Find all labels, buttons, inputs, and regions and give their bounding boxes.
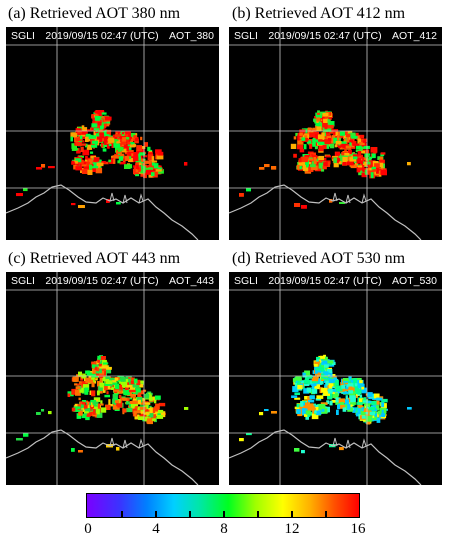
product-label: AOT_412 xyxy=(392,30,437,42)
panel-title-c: (c) Retrieved AOT 443 nm xyxy=(8,250,181,267)
colorbar-label-8: 8 xyxy=(220,521,228,537)
aot-map-b: SGLI 2019/09/15 02:47 (UTC) AOT_412 xyxy=(229,27,442,240)
product-label: AOT_530 xyxy=(392,275,437,287)
map-header-d: SGLI 2019/09/15 02:47 (UTC) AOT_530 xyxy=(234,275,437,287)
sensor-label: SGLI xyxy=(11,275,35,287)
datetime-label: 2019/09/15 02:47 (UTC) xyxy=(45,30,159,42)
aot-plume-b xyxy=(229,27,442,240)
aot-map-c: SGLI 2019/09/15 02:47 (UTC) AOT_443 xyxy=(6,272,219,485)
colorbar-tick xyxy=(223,511,225,518)
map-header-b: SGLI 2019/09/15 02:47 (UTC) AOT_412 xyxy=(234,30,437,42)
sensor-label: SGLI xyxy=(11,30,35,42)
colorbar-tick xyxy=(189,511,191,518)
datetime-label: 2019/09/15 02:47 (UTC) xyxy=(268,30,382,42)
colorbar-tick xyxy=(155,511,157,518)
colorbar-label-0: 0 xyxy=(84,521,92,537)
map-header-a: SGLI 2019/09/15 02:47 (UTC) AOT_380 xyxy=(11,30,214,42)
aot-plume-c xyxy=(6,272,219,485)
colorbar-tick xyxy=(121,511,123,518)
sensor-label: SGLI xyxy=(234,30,258,42)
colorbar-label-12: 12 xyxy=(284,521,300,537)
colorbar-tick xyxy=(291,511,293,518)
panel-title-d: (d) Retrieved AOT 530 nm xyxy=(232,250,406,267)
colorbar-tick xyxy=(257,511,259,518)
map-header-c: SGLI 2019/09/15 02:47 (UTC) AOT_443 xyxy=(11,275,214,287)
panel-title-a: (a) Retrieved AOT 380 nm xyxy=(8,5,181,22)
product-label: AOT_380 xyxy=(169,30,214,42)
colorbar-label-16: 16 xyxy=(350,521,366,537)
colorbar-label-4: 4 xyxy=(152,521,160,537)
aot-map-d: SGLI 2019/09/15 02:47 (UTC) AOT_530 xyxy=(229,272,442,485)
aot-plume-d xyxy=(229,272,442,485)
aot-map-a: SGLI 2019/09/15 02:47 (UTC) AOT_380 xyxy=(6,27,219,240)
colorbar-tick xyxy=(325,511,327,518)
sensor-label: SGLI xyxy=(234,275,258,287)
datetime-label: 2019/09/15 02:47 (UTC) xyxy=(268,275,382,287)
datetime-label: 2019/09/15 02:47 (UTC) xyxy=(45,275,159,287)
aot-plume-a xyxy=(6,27,219,240)
aot-colorbar: 0 4 8 12 16 xyxy=(84,493,366,543)
panel-title-b: (b) Retrieved AOT 412 nm xyxy=(232,5,406,22)
product-label: AOT_443 xyxy=(169,275,214,287)
